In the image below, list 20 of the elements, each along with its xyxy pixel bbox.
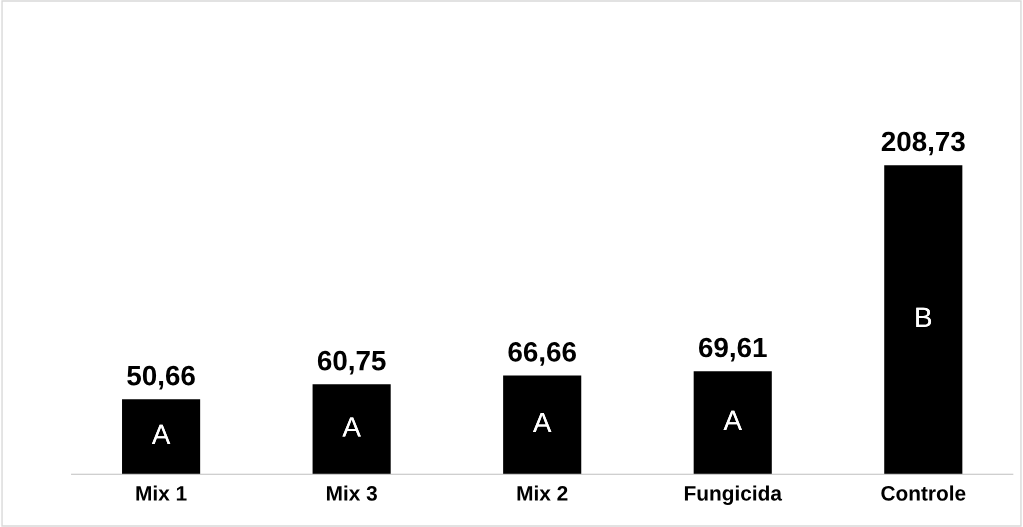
- bar: [693, 371, 772, 475]
- data-label: 50,66: [127, 365, 195, 390]
- annotation: A: [342, 417, 361, 437]
- bar: [884, 165, 963, 475]
- annotation: A: [723, 410, 742, 430]
- bar: [122, 399, 201, 475]
- x-tick-label: Fungicida: [684, 485, 783, 505]
- data-label: 60,75: [317, 350, 386, 375]
- data-label: 208,73: [881, 131, 965, 156]
- annotation: A: [532, 413, 552, 433]
- x-tick-label: Mix 1: [136, 485, 187, 501]
- x-tick-label: Mix 2: [517, 485, 568, 501]
- data-label: 66,66: [508, 342, 576, 366]
- annotation: A: [151, 424, 171, 444]
- x-tick-label: Mix 3: [326, 485, 377, 501]
- x-tick-label: Controle: [881, 485, 966, 501]
- bar: [312, 384, 391, 475]
- data-label: 69,61: [699, 337, 767, 362]
- bar: [503, 375, 582, 475]
- annotation: B: [916, 307, 932, 327]
